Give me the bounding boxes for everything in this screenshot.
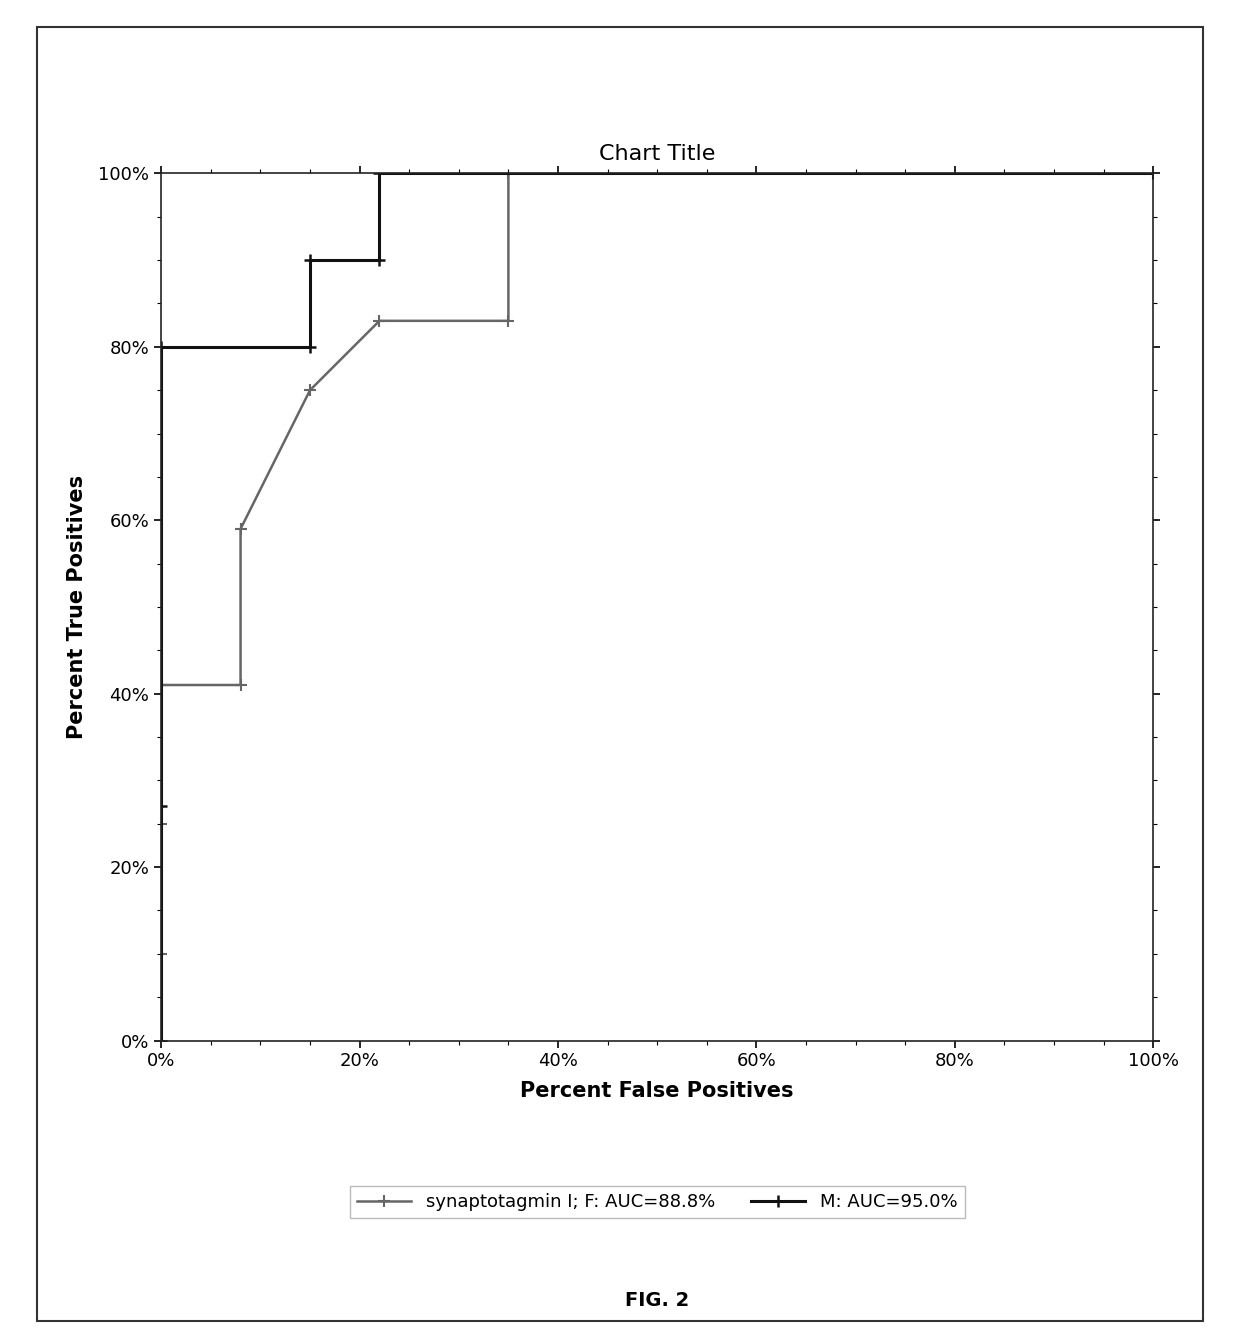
Legend: synaptotagmin I; F: AUC=88.8%, M: AUC=95.0%: synaptotagmin I; F: AUC=88.8%, M: AUC=95…	[350, 1186, 965, 1218]
X-axis label: Percent False Positives: Percent False Positives	[521, 1082, 794, 1102]
Title: Chart Title: Chart Title	[599, 144, 715, 164]
Y-axis label: Percent True Positives: Percent True Positives	[67, 475, 87, 739]
Text: FIG. 2: FIG. 2	[625, 1291, 689, 1310]
